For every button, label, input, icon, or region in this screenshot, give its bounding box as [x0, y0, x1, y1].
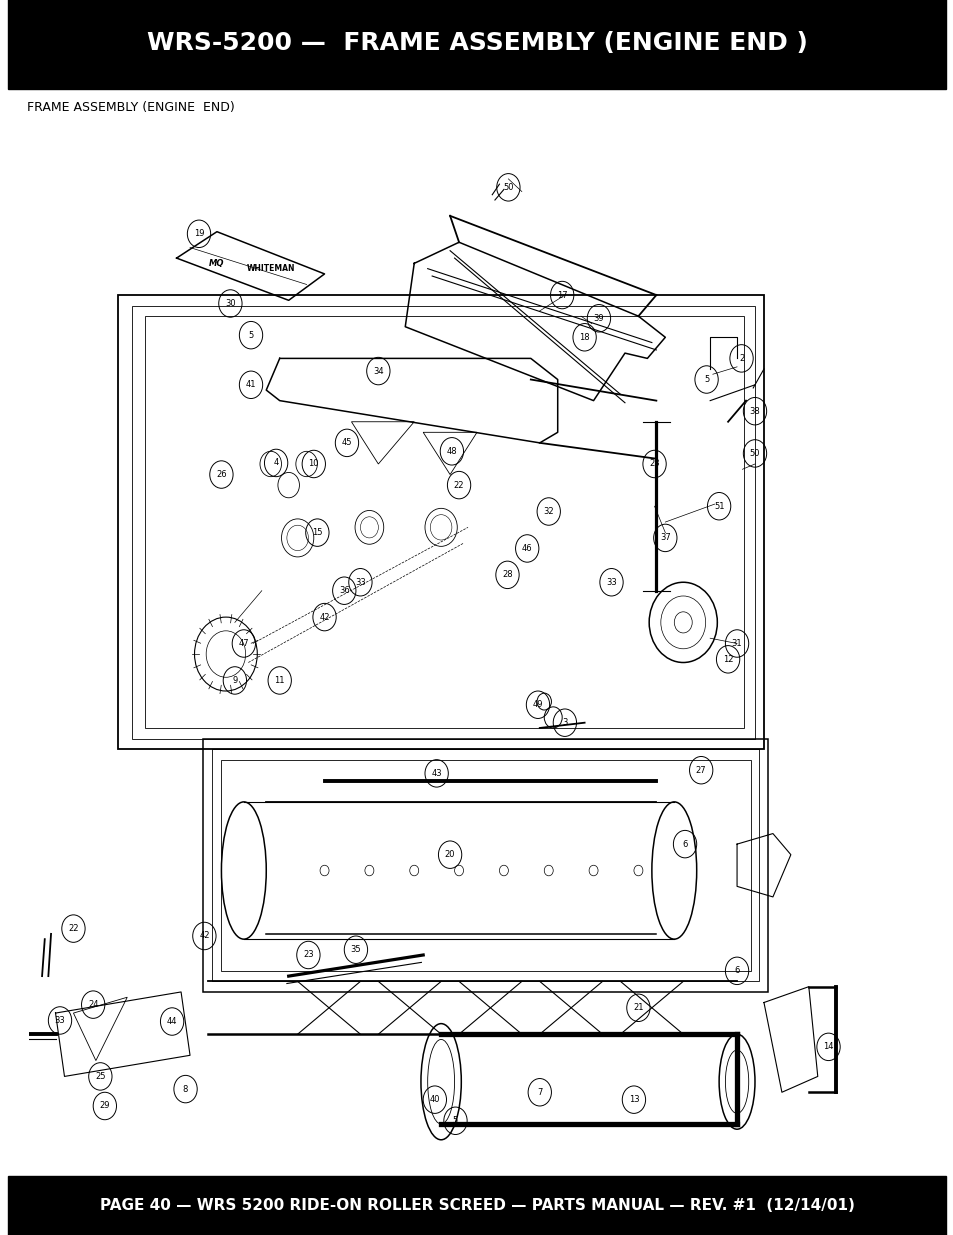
Text: 6: 6	[734, 966, 739, 976]
Text: 19: 19	[193, 230, 204, 238]
Text: 49: 49	[532, 700, 542, 709]
Bar	[118, 295, 763, 750]
Text: 8: 8	[183, 1084, 188, 1094]
Text: WRS-5200 —  FRAME ASSEMBLY (ENGINE END ): WRS-5200 — FRAME ASSEMBLY (ENGINE END )	[147, 31, 806, 56]
Text: 32: 32	[543, 508, 554, 516]
Text: 18: 18	[578, 332, 589, 342]
Text: 38: 38	[749, 406, 760, 416]
Text: PAGE 40 — WRS 5200 RIDE-ON ROLLER SCREED — PARTS MANUAL — REV. #1  (12/14/01): PAGE 40 — WRS 5200 RIDE-ON ROLLER SCREED…	[99, 1198, 854, 1213]
Bar	[221, 760, 750, 971]
Text: 12: 12	[722, 655, 733, 664]
Text: MQ: MQ	[209, 259, 225, 268]
Text: 51: 51	[713, 501, 723, 511]
Text: 5: 5	[453, 1116, 457, 1125]
Text: 23: 23	[303, 951, 314, 960]
Text: 31: 31	[731, 638, 741, 648]
Text: 25: 25	[95, 1072, 106, 1081]
Text: 17: 17	[557, 290, 567, 300]
Text: 22: 22	[68, 924, 79, 934]
Text: 23: 23	[649, 459, 659, 468]
Text: 33: 33	[54, 1016, 66, 1025]
Text: 50: 50	[749, 450, 760, 458]
Text: 5: 5	[248, 331, 253, 340]
Text: 28: 28	[501, 571, 513, 579]
Text: 34: 34	[373, 367, 383, 375]
Text: 42: 42	[319, 613, 330, 621]
Text: 40: 40	[429, 1095, 439, 1104]
Text: 45: 45	[341, 438, 352, 447]
Text: 2: 2	[739, 354, 743, 363]
Text: 15: 15	[312, 529, 322, 537]
Text: 20: 20	[444, 850, 455, 860]
Bar	[8, 1176, 945, 1235]
Text: 24: 24	[88, 1000, 98, 1009]
Text: 26: 26	[216, 471, 227, 479]
Text: 43: 43	[431, 769, 441, 778]
Text: 10: 10	[308, 459, 318, 468]
Text: 11: 11	[274, 676, 285, 685]
Text: 27: 27	[695, 766, 706, 774]
Text: 9: 9	[232, 676, 237, 685]
Text: 29: 29	[99, 1102, 110, 1110]
Bar	[132, 305, 754, 739]
Text: 36: 36	[338, 587, 350, 595]
Text: 33: 33	[355, 578, 365, 587]
Bar	[203, 739, 767, 992]
Bar	[213, 750, 759, 982]
Text: 30: 30	[225, 299, 235, 308]
Text: 5: 5	[703, 375, 708, 384]
Text: 35: 35	[351, 945, 361, 955]
Text: 14: 14	[822, 1042, 833, 1051]
Text: 22: 22	[454, 480, 464, 489]
Text: WHITEMAN: WHITEMAN	[246, 264, 294, 273]
Text: 21: 21	[633, 1003, 643, 1013]
Bar	[145, 316, 743, 727]
Text: 41: 41	[246, 380, 256, 389]
Text: 3: 3	[561, 719, 567, 727]
Text: 7: 7	[537, 1088, 542, 1097]
Text: 50: 50	[502, 183, 513, 191]
Text: 4: 4	[274, 458, 278, 467]
Text: 13: 13	[628, 1095, 639, 1104]
Text: 6: 6	[681, 840, 687, 848]
Text: 33: 33	[605, 578, 617, 587]
Text: 44: 44	[167, 1016, 177, 1026]
Text: 37: 37	[659, 534, 670, 542]
Text: 39: 39	[593, 314, 603, 322]
Text: 46: 46	[521, 543, 532, 553]
Text: 42: 42	[199, 931, 210, 941]
Text: 48: 48	[446, 447, 456, 456]
Bar	[8, 0, 945, 89]
Text: 47: 47	[238, 638, 249, 648]
Text: FRAME ASSEMBLY (ENGINE  END): FRAME ASSEMBLY (ENGINE END)	[27, 101, 234, 115]
